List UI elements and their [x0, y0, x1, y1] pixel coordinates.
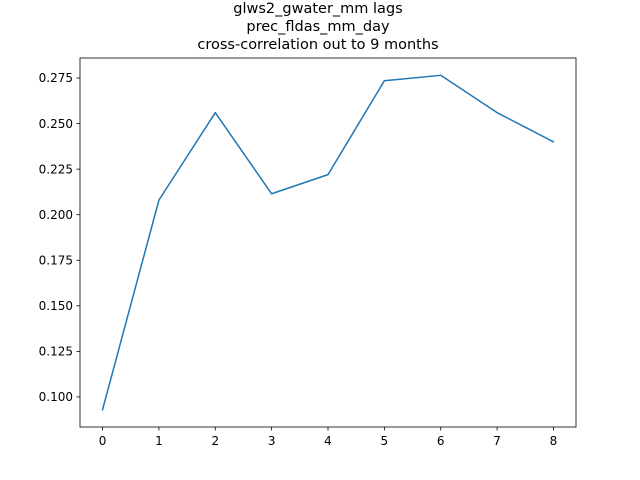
axes: 0 1 2 3 4 5 6 7 8 0.100 0.125 0.150 0.175 0.200 0.225 0… [39, 57, 577, 448]
y-tick-label: 0.225 [39, 162, 73, 176]
y-tick-label: 0.175 [39, 253, 73, 267]
x-tick-label: 6 [437, 434, 445, 448]
x-tick-label: 8 [550, 434, 558, 448]
plot-frame [79, 57, 577, 428]
y-tick-label: 0.250 [39, 117, 73, 131]
x-tick-label: 3 [268, 434, 276, 448]
x-tick-label: 1 [155, 434, 163, 448]
y-tick-label: 0.125 [39, 345, 73, 359]
x-tick-label: 0 [99, 434, 107, 448]
x-tick-label: 4 [324, 434, 332, 448]
x-tick-label: 5 [381, 434, 389, 448]
chart-title-line-3: cross-correlation out to 9 months [197, 37, 438, 53]
chart-title-line-2: prec_fldas_mm_day [246, 19, 390, 35]
series-line-0 [101, 74, 555, 411]
y-tick-label: 0.275 [39, 71, 73, 85]
y-tick-label: 0.150 [39, 299, 73, 313]
y-tick-label: 0.200 [39, 208, 73, 222]
plot-area [101, 74, 555, 411]
x-tick-label: 2 [211, 434, 219, 448]
chart-title: glws2_gwater_mm lags prec_fldas_mm_day c… [197, 1, 438, 53]
x-tick-label: 7 [493, 434, 501, 448]
chart-title-line-1: glws2_gwater_mm lags [233, 1, 402, 17]
y-tick-label: 0.100 [39, 390, 73, 404]
